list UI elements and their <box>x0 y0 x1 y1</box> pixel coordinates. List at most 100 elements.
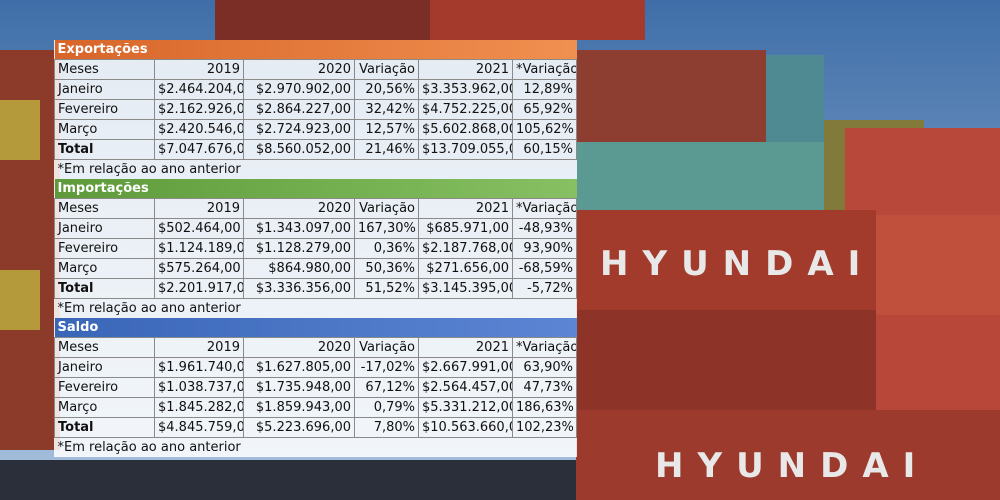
cell: 0,36% <box>354 238 419 259</box>
cell: 12,57% <box>354 119 419 140</box>
cell: Fevereiro <box>54 99 155 120</box>
header-cell: Meses <box>54 198 155 219</box>
header-cell: Meses <box>54 337 155 358</box>
header-cell: 2021 <box>418 337 513 358</box>
cell: 102,23% <box>512 417 577 438</box>
cell: 21,46% <box>354 139 419 160</box>
header-cell: 2021 <box>418 198 513 219</box>
cell: 0,79% <box>354 397 419 418</box>
cell: 60,15% <box>512 139 577 160</box>
cell: Total <box>54 278 155 299</box>
cell: 67,12% <box>354 377 419 398</box>
section-bar: Importações <box>54 179 577 199</box>
section-bar: Exportações <box>54 40 577 60</box>
cell: Março <box>54 119 155 140</box>
cell: $3.336.356,00 <box>243 278 355 299</box>
cell: 105,62% <box>512 119 577 140</box>
note-row: *Em relação ao ano anterior <box>54 437 577 457</box>
data-row: Fevereiro$2.162.926,00$2.864.227,0032,42… <box>54 99 577 120</box>
cell: $2.970.902,00 <box>243 79 355 100</box>
data-table: Exportações Meses 2019 2020 Variação 2021 *Var… <box>54 40 577 457</box>
cell: Fevereiro <box>54 377 155 398</box>
cell: $1.124.189,00 <box>154 238 244 259</box>
cell: -48,93% <box>512 218 577 239</box>
cell: -68,59% <box>512 258 577 279</box>
cell: $7.047.676,00 <box>154 139 244 160</box>
cell: $5.602.868,00 <box>418 119 513 140</box>
header-cell: 2021 <box>418 59 513 80</box>
cell: $3.353.962,00 <box>418 79 513 100</box>
header-cell: 2020 <box>243 59 355 80</box>
table-body: Exportações Meses 2019 2020 Variação 2021 *Var… <box>54 40 577 457</box>
cell: $5.223.696,00 <box>243 417 355 438</box>
cell: $864.980,00 <box>243 258 355 279</box>
cell: 65,92% <box>512 99 577 120</box>
cell: $4.752.225,00 <box>418 99 513 120</box>
cell: Março <box>54 258 155 279</box>
cell: $5.331.212,00 <box>418 397 513 418</box>
cell: Janeiro <box>54 79 155 100</box>
cell: $685.971,00 <box>418 218 513 239</box>
footnote: *Em relação ao ano anterior <box>54 437 577 457</box>
header-cell: 2019 <box>154 337 244 358</box>
data-row: Janeiro $502.464,00 $1.343.097,00 167,30% $6… <box>54 218 577 239</box>
data-row: Março$2.420.546,00$2.724.923,0012,57%$5.… <box>54 119 577 140</box>
cell: Fevereiro <box>54 238 155 259</box>
cell: 93,90% <box>512 238 577 259</box>
container-label: HYUNDAI <box>600 244 874 284</box>
section-title: Saldo <box>57 320 99 335</box>
data-row: Março $575.264,00 $864.980,00 50,36% $271.65… <box>54 258 577 279</box>
header-cell: Variação <box>354 337 419 358</box>
header-cell: Variação <box>354 198 419 219</box>
header-row: Meses 2019 2020 Variação 2021 *Variação <box>54 198 577 219</box>
cell: $2.724.923,00 <box>243 119 355 140</box>
container-label: HYUNDAI <box>655 446 929 486</box>
header-cell: *Variação <box>512 337 577 358</box>
section-title: Importações <box>57 181 149 196</box>
header-cell: 2020 <box>243 337 355 358</box>
cell: $1.038.737,00 <box>154 377 244 398</box>
cell: $1.343.097,00 <box>243 218 355 239</box>
cell: 32,42% <box>354 99 419 120</box>
header-row: Meses 2019 2020 Variação 2021 *Variação <box>54 59 577 80</box>
cell: $1.845.282,00 <box>154 397 244 418</box>
header-cell: *Variação <box>512 59 577 80</box>
cell: 50,36% <box>354 258 419 279</box>
cell: $502.464,00 <box>154 218 244 239</box>
cell: $1.128.279,00 <box>243 238 355 259</box>
data-row: Fevereiro$1.038.737,00$1.735.948,0067,12… <box>54 377 577 398</box>
cell: 20,56% <box>354 79 419 100</box>
cell: $1.627.805,00 <box>243 357 355 378</box>
cell: $575.264,00 <box>154 258 244 279</box>
header-cell: Meses <box>54 59 155 80</box>
section-title: Exportações <box>57 42 148 57</box>
data-row: Janeiro$1.961.740,00$1.627.805,00-17,02%… <box>54 357 577 378</box>
cell: $1.961.740,00 <box>154 357 244 378</box>
cell: Janeiro <box>54 357 155 378</box>
cell: $4.845.759,00 <box>154 417 244 438</box>
cell: Total <box>54 417 155 438</box>
cell: 167,30% <box>354 218 419 239</box>
data-row: Janeiro$2.464.204,00$2.970.902,0020,56%$… <box>54 79 577 100</box>
cell: $2.201.917,00 <box>154 278 244 299</box>
cell: -17,02% <box>354 357 419 378</box>
data-row: Fevereiro$1.124.189,00$1.128.279,000,36%… <box>54 238 577 259</box>
data-row: Março$1.845.282,00$1.859.943,000,79%$5.3… <box>54 397 577 418</box>
cell: Março <box>54 397 155 418</box>
header-cell: 2019 <box>154 198 244 219</box>
header-row: Meses 2019 2020 Variação 2021 *Variação <box>54 337 577 358</box>
cell: $1.735.948,00 <box>243 377 355 398</box>
cell: $13.709.055,00 <box>418 139 513 160</box>
section-bar: Saldo <box>54 318 577 338</box>
cell: Total <box>54 139 155 160</box>
cell: -5,72% <box>512 278 577 299</box>
cell: $2.564.457,00 <box>418 377 513 398</box>
cell: $2.187.768,00 <box>418 238 513 259</box>
note-row: *Em relação ao ano anterior <box>54 159 577 179</box>
data-row: Total$2.201.917,00$3.336.356,0051,52%$3.… <box>54 278 577 299</box>
header-cell: Variação <box>354 59 419 80</box>
cell: $2.162.926,00 <box>154 99 244 120</box>
data-row: Total$4.845.759,00$5.223.696,007,80%$10.… <box>54 417 577 438</box>
cell: $3.145.395,00 <box>418 278 513 299</box>
